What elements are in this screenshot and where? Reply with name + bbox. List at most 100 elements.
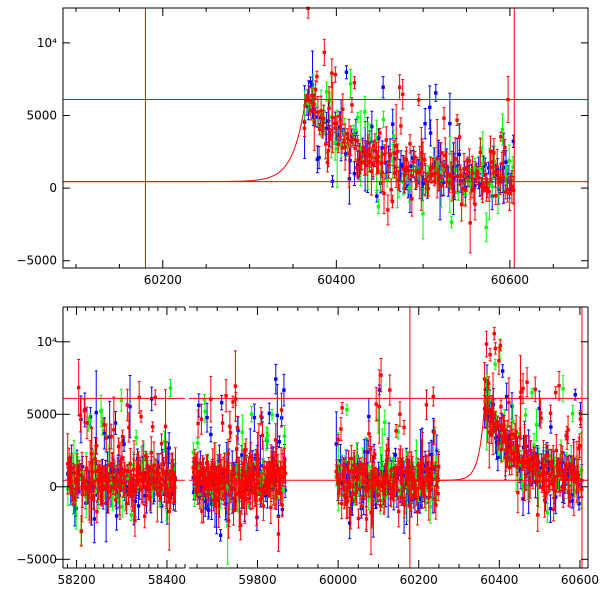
bottom-red-marker xyxy=(170,488,174,492)
top-red-marker xyxy=(361,145,365,150)
top-red-point xyxy=(442,107,446,130)
bottom-blue-marker xyxy=(500,369,505,373)
top-red-point xyxy=(439,142,443,164)
top-blue-marker xyxy=(380,146,384,150)
top-green-marker xyxy=(456,190,460,194)
bottom-blue-marker xyxy=(486,411,491,415)
top-red-marker xyxy=(445,172,450,176)
bottom-blue-point xyxy=(218,529,223,542)
y-tick-label: 10⁴ xyxy=(37,36,57,50)
top-red-marker xyxy=(463,188,468,192)
bottom-blue-marker xyxy=(103,468,108,472)
bottom-red-marker xyxy=(169,469,173,473)
top-red-marker xyxy=(312,120,316,124)
top-red-marker xyxy=(500,161,504,166)
bottom-blue-marker xyxy=(283,488,287,492)
bottom-red-marker xyxy=(123,486,127,490)
top-blue-marker xyxy=(348,158,352,163)
top-red-marker xyxy=(311,102,316,106)
top-blue-marker xyxy=(506,172,510,176)
bottom-blue-marker xyxy=(218,533,223,537)
top-red-marker xyxy=(439,151,443,155)
bottom-blue-marker xyxy=(423,464,427,468)
bottom-red-point xyxy=(101,465,105,491)
top-red-point xyxy=(418,145,422,200)
bottom-red-marker xyxy=(86,491,90,495)
top-red-marker xyxy=(413,155,417,159)
top-red-point xyxy=(302,119,307,138)
top-red-marker xyxy=(487,189,491,194)
bottom-red-marker xyxy=(147,469,151,473)
top-red-point xyxy=(347,118,351,188)
top-red-marker xyxy=(444,167,449,172)
bottom-green-marker xyxy=(108,480,113,485)
top-red-marker xyxy=(333,121,337,126)
top-red-marker xyxy=(411,160,416,164)
top-red-marker xyxy=(388,152,392,156)
top-red-point xyxy=(504,184,508,200)
top-red-point xyxy=(512,176,516,205)
bottom-red-marker xyxy=(142,472,146,477)
top-red-marker xyxy=(459,202,464,207)
top-red-point xyxy=(382,172,386,215)
bottom-green-point xyxy=(120,496,124,518)
bottom-blue-marker xyxy=(350,502,354,507)
bottom-red-marker xyxy=(72,471,77,475)
y-tick-label: −5000 xyxy=(16,254,57,268)
top-green-marker xyxy=(353,128,357,132)
bottom-green-marker xyxy=(120,505,124,509)
top-chart-frame xyxy=(62,7,589,269)
bottom-red-marker xyxy=(168,490,173,495)
top-green-marker xyxy=(441,168,446,172)
bottom-blue-marker xyxy=(253,466,257,471)
bottom-blue-point xyxy=(167,432,171,464)
top-red-point xyxy=(386,194,390,226)
bottom-red-marker xyxy=(158,485,162,489)
model-curve xyxy=(63,95,515,183)
bottom-red-marker xyxy=(142,479,147,483)
bottom-blue-marker xyxy=(219,400,224,405)
bottom-blue-marker xyxy=(367,414,371,419)
top-red-point xyxy=(328,130,333,141)
top-red-marker xyxy=(405,165,409,170)
top-green-marker xyxy=(484,225,488,230)
top-red-marker xyxy=(461,187,465,191)
top-red-point xyxy=(473,188,477,221)
top-red-marker xyxy=(428,166,433,171)
bottom-green-marker xyxy=(110,496,115,500)
bottom-blue-marker xyxy=(275,413,279,418)
top-red-marker xyxy=(470,171,475,175)
top-blue-marker xyxy=(467,174,472,178)
bottom-blue-point xyxy=(205,402,209,433)
top-red-marker xyxy=(480,189,485,193)
top-blue-marker xyxy=(385,171,389,175)
top-red-marker xyxy=(394,144,398,148)
top-red-point xyxy=(496,169,501,186)
top-red-marker xyxy=(392,151,396,155)
top-red-point xyxy=(390,194,395,209)
bottom-red-marker xyxy=(157,480,161,485)
top-red-marker xyxy=(402,173,407,177)
bottom-red-marker xyxy=(159,482,163,487)
top-red-point xyxy=(406,161,411,180)
bottom-red-point xyxy=(94,437,99,455)
top-red-point xyxy=(408,134,412,154)
bottom-red-point xyxy=(104,424,108,452)
bottom-blue-point xyxy=(219,394,224,411)
bottom-red-marker xyxy=(85,484,90,489)
top-green-marker xyxy=(339,143,343,147)
top-green-marker xyxy=(359,146,363,151)
bottom-red-marker xyxy=(147,485,151,489)
bottom-blue-marker xyxy=(429,452,433,457)
top-blue-marker xyxy=(336,133,340,137)
top-red-point xyxy=(462,152,466,185)
bottom-red-marker xyxy=(150,467,154,471)
bottom-green-marker xyxy=(75,461,80,465)
top-red-point xyxy=(373,133,377,167)
top-green-marker xyxy=(407,185,412,190)
top-red-marker xyxy=(337,114,342,118)
bottom-red-marker xyxy=(90,461,94,465)
bottom-blue-marker xyxy=(348,521,352,525)
bottom-blue-marker xyxy=(418,494,422,499)
bottom-blue-marker xyxy=(121,439,125,443)
